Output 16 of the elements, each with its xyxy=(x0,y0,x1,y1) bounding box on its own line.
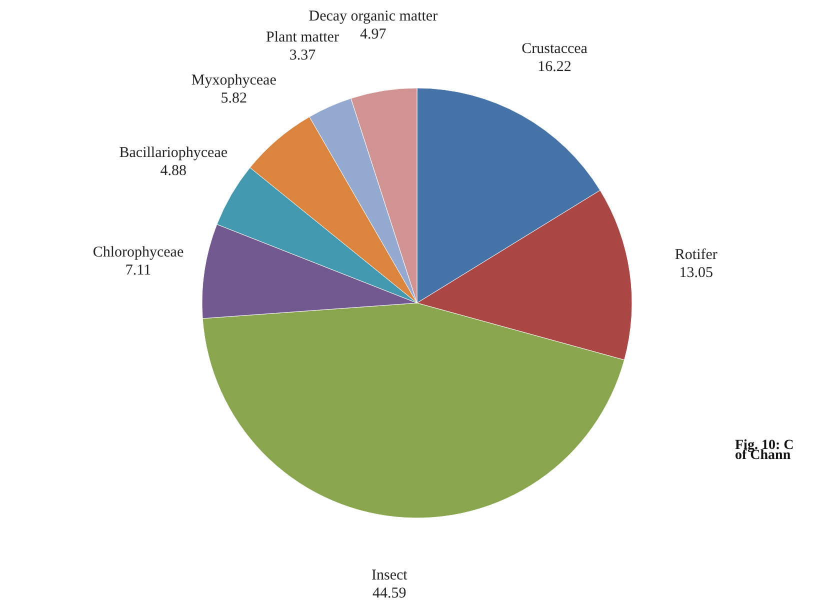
slice-label: Insect xyxy=(371,568,408,584)
slice-label: Crustaccea xyxy=(522,40,588,57)
slice-label: Decay organic matter xyxy=(308,8,438,24)
slice-label: Myxophyceae xyxy=(191,72,277,89)
data-label: 4.97 xyxy=(360,26,387,42)
slice-label: Chlorophyceae xyxy=(92,244,184,261)
data-label: 7.11 xyxy=(125,262,152,279)
data-label: 5.82 xyxy=(220,90,247,107)
slice-label: Plant matter xyxy=(266,29,339,46)
data-label: 13.05 xyxy=(679,265,714,282)
data-label: 3.37 xyxy=(289,47,316,64)
slice-label: Bacillariophyceae xyxy=(119,144,228,161)
data-label: 16.22 xyxy=(538,58,572,75)
data-label: 44.59 xyxy=(372,586,406,602)
slice-label: Rotifer xyxy=(674,247,718,264)
data-label: 4.88 xyxy=(160,162,187,179)
